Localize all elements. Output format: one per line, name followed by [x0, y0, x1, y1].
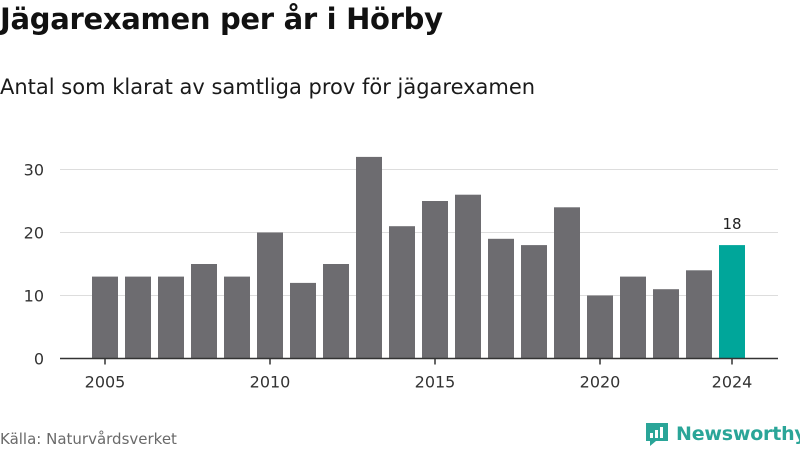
y-tick-label: 30 — [24, 161, 44, 180]
brand-logo: Newsworthy — [644, 421, 800, 447]
bar — [587, 295, 613, 359]
bar-highlight — [719, 245, 745, 359]
bar — [323, 264, 349, 359]
newsworthy-logo-icon — [646, 423, 668, 446]
x-tick-label: 2010 — [250, 373, 291, 392]
y-tick-label: 20 — [24, 224, 44, 243]
chart-title: Jägarexamen per år i Hörby — [0, 2, 443, 36]
bar — [455, 194, 481, 359]
bar — [422, 201, 448, 359]
x-tick-label: 2020 — [580, 373, 621, 392]
bar — [257, 232, 283, 359]
bar — [290, 282, 316, 359]
bar — [521, 245, 547, 359]
bar — [125, 276, 151, 359]
chart-subtitle: Antal som klarat av samtliga prov för jä… — [0, 75, 536, 99]
bar — [92, 276, 118, 359]
y-tick-label: 10 — [24, 287, 44, 306]
bar — [488, 238, 514, 359]
bar — [653, 289, 679, 359]
source-note: Källa: Naturvårdsverket — [0, 430, 177, 448]
bar — [389, 226, 415, 359]
bar — [686, 270, 712, 359]
bar — [554, 207, 580, 359]
bar — [224, 276, 250, 359]
bar — [620, 276, 646, 359]
x-tick-label: 2015 — [415, 373, 456, 392]
y-tick-label: 0 — [34, 350, 44, 369]
brand-name: Newsworthy — [676, 423, 800, 445]
bar — [191, 264, 217, 359]
bar — [158, 276, 184, 359]
bar — [356, 156, 382, 359]
x-tick-label: 2005 — [85, 373, 126, 392]
data-label: 18 — [722, 215, 741, 233]
bar-chart: 0 10 20 30 18 2005 2010 2015 2020 2024 — [24, 156, 778, 392]
x-tick-label: 2024 — [712, 373, 753, 392]
